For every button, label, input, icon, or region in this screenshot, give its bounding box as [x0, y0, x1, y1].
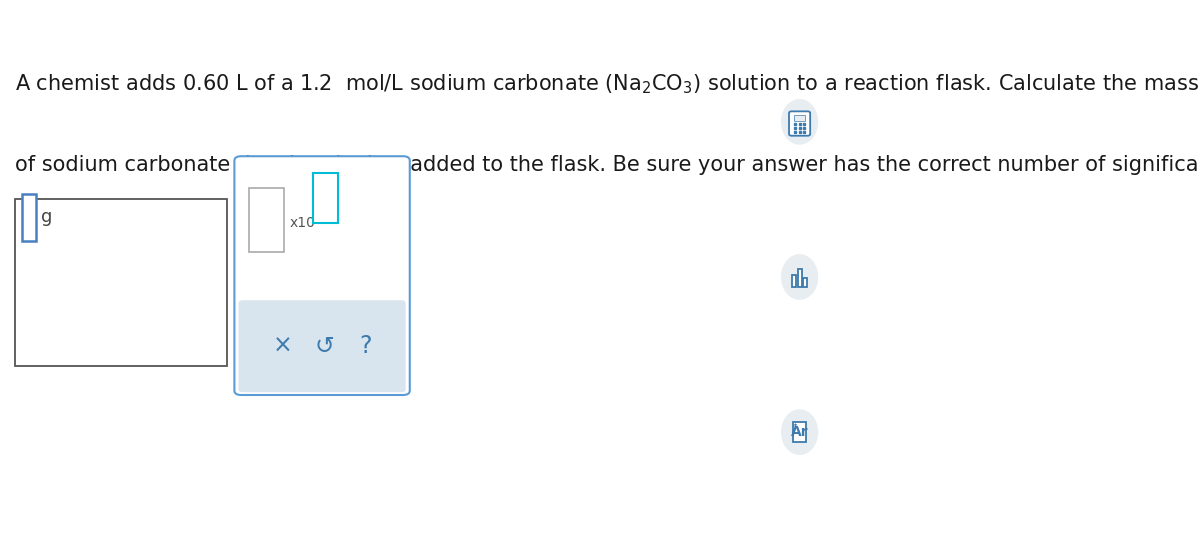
Text: g: g	[41, 208, 52, 226]
Text: A chemist adds 0.60 L of a 1.2  mol/L sodium carbonate $\left(\mathrm{Na_2CO_3}\: A chemist adds 0.60 L of a 1.2 mol/L sod…	[14, 72, 1200, 96]
FancyBboxPatch shape	[250, 188, 284, 252]
FancyBboxPatch shape	[23, 194, 36, 241]
Text: ×: ×	[272, 334, 293, 358]
FancyBboxPatch shape	[239, 300, 406, 392]
Text: ↺: ↺	[314, 334, 334, 358]
Text: ?: ?	[360, 334, 372, 358]
FancyBboxPatch shape	[14, 199, 227, 366]
Ellipse shape	[781, 410, 817, 454]
FancyBboxPatch shape	[792, 275, 797, 287]
Text: of sodium carbonate the chemist has added to the flask. Be sure your answer has : of sodium carbonate the chemist has adde…	[14, 155, 1200, 175]
FancyBboxPatch shape	[234, 156, 409, 395]
Ellipse shape	[781, 100, 817, 144]
FancyBboxPatch shape	[803, 278, 808, 287]
Text: Ar: Ar	[791, 424, 809, 439]
FancyBboxPatch shape	[793, 115, 805, 121]
FancyBboxPatch shape	[793, 422, 806, 442]
Text: x10: x10	[289, 216, 316, 230]
FancyBboxPatch shape	[313, 173, 338, 223]
Text: ★: ★	[793, 423, 798, 428]
FancyBboxPatch shape	[798, 269, 802, 287]
Ellipse shape	[781, 255, 817, 299]
FancyBboxPatch shape	[790, 111, 810, 136]
